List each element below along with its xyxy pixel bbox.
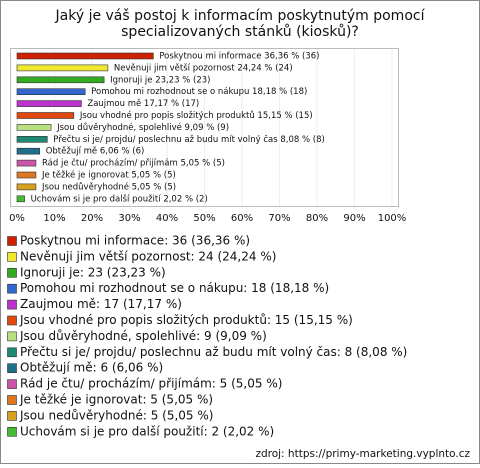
bar-label: Jsou nedůvěryhodné 5,05 % (5) (41, 181, 176, 192)
bar (16, 100, 82, 107)
x-tick-label: 40% (156, 213, 178, 224)
x-tick-label: 20% (81, 213, 103, 224)
bar (16, 195, 25, 203)
bar (16, 88, 86, 95)
legend-swatch (7, 363, 17, 374)
source: zdroj: https://primy-marketing.vyplnto.c… (255, 448, 470, 460)
legend-swatch (7, 315, 17, 326)
bar (16, 136, 48, 143)
legend-label: Zaujmou mě: 17 (17,17 %) (20, 297, 182, 311)
legend-swatch (7, 299, 17, 310)
legend-label: Přečtu si je/ projdu/ poslechnu až budu … (20, 345, 407, 359)
bar (16, 52, 154, 60)
x-tick-label: 90% (343, 213, 365, 224)
x-tick-label: 30% (118, 213, 140, 224)
bar (16, 112, 75, 119)
x-tick-label: 10% (43, 213, 65, 224)
bar (16, 147, 41, 155)
legend-label: Jsou důvěryhodné, spolehlivé: 9 (9,09 %) (19, 329, 267, 343)
chart-title: specializovaných stánků (kiosků)? (121, 24, 359, 40)
bar-label: Poskytnou mi informace 36,36 % (36) (159, 52, 319, 62)
plot-area (10, 48, 399, 207)
bar-label: Obtěžují mě 6,06 % (6) (46, 147, 145, 157)
bar-label: Ignoruji je 23,23 % (23) (110, 75, 210, 85)
bar-label: Nevěnuji jim větší pozornost 24,24 % (24… (114, 62, 293, 73)
bar (16, 64, 109, 72)
x-tick-label: 60% (231, 213, 253, 224)
legend-swatch (7, 347, 17, 358)
x-tick-label: 100% (378, 213, 407, 224)
bar-label: Přečtu si je/ projdu/ poslechnu až budu … (53, 134, 325, 145)
legend-label: Jsou vhodné pro popis složitých produktů… (19, 313, 353, 327)
bar (16, 183, 37, 191)
legend-label: Ignoruji je: 23 (23,23 %) (20, 265, 166, 279)
bar-label: Je těžké je ignorovat 5,05 % (5) (41, 170, 176, 181)
bar-label: Uchovám si je pro další použití 2,02 % (… (31, 193, 208, 204)
legend-swatch (7, 331, 17, 342)
legend-swatch (7, 236, 17, 246)
x-tick-label: 50% (193, 213, 215, 224)
legend-label: Poskytnou mi informace: 36 (36,36 %) (20, 234, 250, 248)
legend-label: Nevěnuji jim větší pozornost: 24 (24,24 … (20, 249, 276, 263)
legend-swatch (7, 379, 17, 389)
legend-swatch (7, 395, 17, 405)
bar (16, 159, 37, 167)
bar-label: Jsou vhodné pro popis složitých produktů… (79, 110, 313, 121)
bar-label: Zaujmou mě 17,17 % (17) (87, 99, 199, 109)
legend-label: Pomohou mi rozhodnout se o nákupu: 18 (1… (20, 281, 329, 295)
bar (16, 124, 52, 131)
legend-swatch (7, 267, 17, 278)
legend-label: Je těžké je ignorovat: 5 (5,05 %) (19, 393, 213, 407)
legend-label: Rád je čtu/ procházím/ přijímám: 5 (5,05… (20, 377, 282, 391)
legend-label: Obtěžují mě: 6 (6,06 %) (20, 361, 163, 375)
x-tick-label: 70% (268, 213, 290, 224)
x-tick-label: 0% (9, 213, 25, 224)
bar-label: Pomohou mi rozhodnout se o nákupu 18,18 … (91, 87, 307, 97)
chart-title: Jaký je váš postoj k informacím poskytnu… (55, 8, 426, 24)
legend-swatch (7, 283, 17, 294)
legend-label: Jsou nedůvěryhodné: 5 (5,05 %) (19, 408, 213, 422)
legend-swatch (7, 411, 17, 421)
bar (16, 76, 105, 84)
bar (16, 171, 37, 179)
legend-label: Uchovám si je pro další použití: 2 (2,02… (20, 424, 274, 438)
x-tick-label: 80% (306, 213, 328, 224)
legend-swatch (7, 426, 17, 437)
bar-label: Rád je čtu/ procházím/ přijímám 5,05 % (… (42, 158, 225, 169)
legend-swatch (7, 252, 17, 262)
bar-label: Jsou důvěryhodné, spolehlivé 9,09 % (9) (56, 122, 229, 133)
